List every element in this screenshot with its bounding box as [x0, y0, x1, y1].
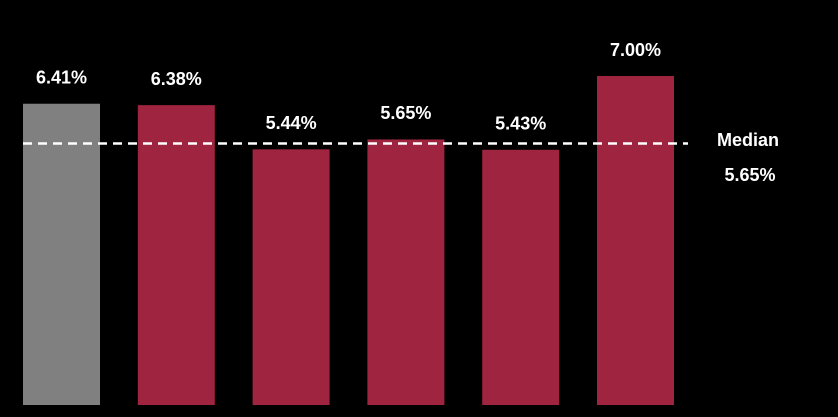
- data-label: 6.41%: [36, 67, 87, 87]
- data-label: 7.00%: [610, 40, 661, 60]
- data-label: 6.38%: [151, 69, 202, 89]
- bar: [137, 105, 215, 405]
- bar: [367, 139, 445, 405]
- median-label: Median: [717, 130, 779, 150]
- bar: [482, 149, 560, 405]
- data-label: 5.65%: [380, 103, 431, 123]
- median-value-label: 5.65%: [724, 165, 775, 185]
- bar: [252, 149, 330, 405]
- bar: [597, 76, 674, 405]
- data-label: 5.43%: [495, 114, 546, 134]
- data-label: 5.44%: [266, 113, 317, 133]
- bar: [23, 103, 100, 405]
